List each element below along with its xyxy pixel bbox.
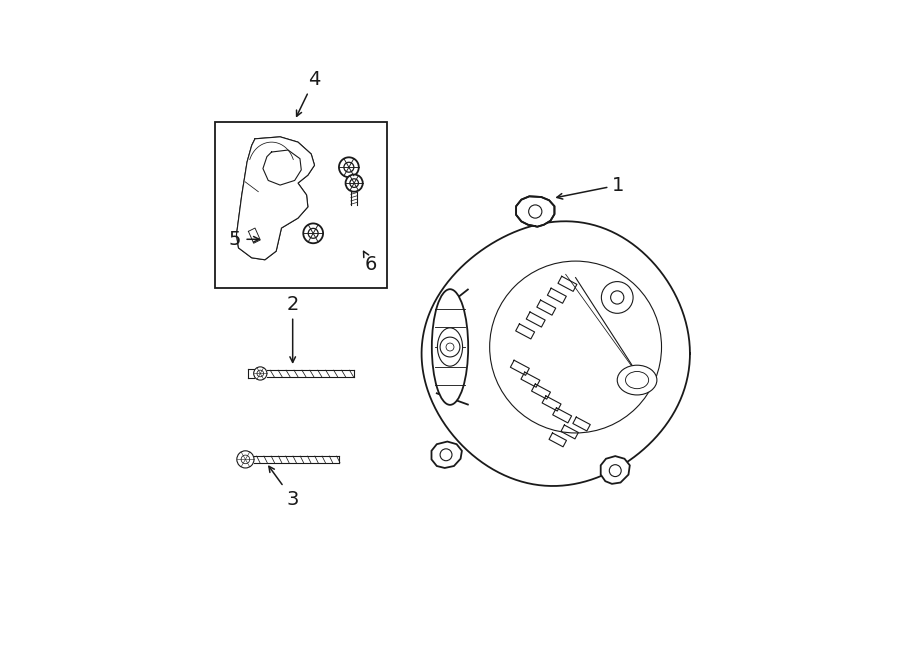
Circle shape [610, 291, 624, 304]
Circle shape [344, 163, 354, 173]
Circle shape [339, 157, 359, 177]
Circle shape [440, 337, 460, 357]
Text: 3: 3 [269, 466, 299, 508]
Circle shape [490, 261, 662, 433]
Bar [215, 122, 387, 288]
Circle shape [308, 229, 318, 239]
Circle shape [257, 370, 264, 377]
Circle shape [601, 282, 633, 313]
Polygon shape [516, 196, 554, 227]
Text: 6: 6 [364, 251, 377, 274]
Circle shape [528, 205, 542, 218]
Circle shape [241, 455, 249, 464]
Circle shape [237, 451, 254, 468]
Polygon shape [600, 456, 630, 484]
Circle shape [346, 175, 363, 192]
Text: 5: 5 [229, 230, 259, 249]
Text: 4: 4 [296, 70, 320, 116]
Circle shape [350, 179, 358, 188]
Text: 1: 1 [557, 176, 625, 199]
Circle shape [609, 465, 621, 477]
Polygon shape [237, 137, 314, 260]
Text: 2: 2 [286, 295, 299, 362]
Circle shape [303, 223, 323, 243]
Ellipse shape [617, 365, 657, 395]
Circle shape [254, 367, 267, 380]
Polygon shape [431, 442, 462, 468]
Ellipse shape [626, 371, 649, 389]
Circle shape [440, 449, 452, 461]
Circle shape [446, 343, 454, 351]
Ellipse shape [432, 290, 468, 405]
Ellipse shape [437, 328, 463, 366]
